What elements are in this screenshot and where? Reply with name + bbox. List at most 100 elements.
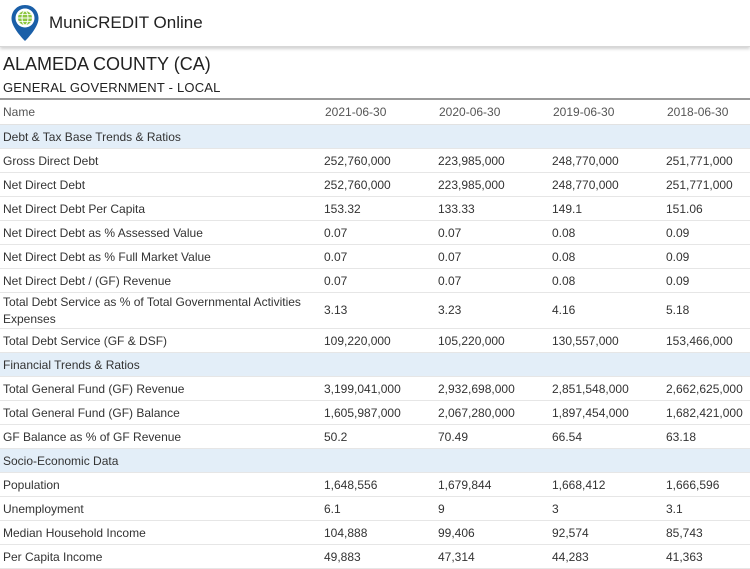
cell-value: 0.08 xyxy=(550,244,664,269)
cell-value: 151.06 xyxy=(664,196,750,221)
cell-value: 248,770,000 xyxy=(550,148,664,173)
header-divider xyxy=(0,98,750,100)
table-row: Total Debt Service as % of Total Governm… xyxy=(0,292,750,329)
cell-value: 2,932,698,000 xyxy=(436,376,550,401)
cell-value: 5.18 xyxy=(664,292,750,329)
section-header-row: Debt & Tax Base Trends & Ratios xyxy=(0,124,750,149)
entity-type: GENERAL GOVERNMENT - LOCAL xyxy=(3,80,221,95)
cell-value: 3.13 xyxy=(322,292,436,329)
cell-value: 0.07 xyxy=(436,244,550,269)
table-row: Population 1,648,556 1,679,844 1,668,412 1,6… xyxy=(0,472,750,497)
table-row: Unemployment 6.1 9 3 3.1 xyxy=(0,496,750,521)
cell-value: 0.07 xyxy=(322,268,436,293)
cell-value: 1,605,987,000 xyxy=(322,400,436,425)
row-label: Population xyxy=(0,472,322,497)
row-label: Gross Direct Debt xyxy=(0,148,322,173)
cell-value: 6.1 xyxy=(322,496,436,521)
cell-value: 223,985,000 xyxy=(436,172,550,197)
cell-value: 104,888 xyxy=(322,520,436,545)
cell-value: 105,220,000 xyxy=(436,328,550,353)
cell-value: 0.08 xyxy=(550,220,664,245)
table-row: Net Direct Debt 252,760,000 223,985,000 248… xyxy=(0,172,750,197)
row-label: Total General Fund (GF) Balance xyxy=(0,400,322,425)
cell-value: 0.07 xyxy=(322,244,436,269)
cell-value: 1,666,596 xyxy=(664,472,750,497)
app-header: MuniCREDIT Online xyxy=(0,0,750,47)
cell-value: 49,883 xyxy=(322,544,436,569)
cell-value: 66.54 xyxy=(550,424,664,449)
cell-value: 44,283 xyxy=(550,544,664,569)
cell-value: 130,557,000 xyxy=(550,328,664,353)
cell-value: 0.07 xyxy=(436,220,550,245)
cell-value: 1,897,454,000 xyxy=(550,400,664,425)
table-row: Net Direct Debt as % Assessed Value 0.07 0… xyxy=(0,220,750,245)
row-label: Total Debt Service as % of Total Governm… xyxy=(0,292,322,329)
cell-value: 149.1 xyxy=(550,196,664,221)
cell-value: 63.18 xyxy=(664,424,750,449)
cell-value: 85,743 xyxy=(664,520,750,545)
cell-value: 223,985,000 xyxy=(436,148,550,173)
cell-value: 0.07 xyxy=(322,220,436,245)
cell-value: 47,314 xyxy=(436,544,550,569)
cell-value: 0.09 xyxy=(664,268,750,293)
row-label: Total General Fund (GF) Revenue xyxy=(0,376,322,401)
row-label: Net Direct Debt as % Full Market Value xyxy=(0,244,322,269)
location-pin-globe-icon[interactable] xyxy=(10,4,40,42)
cell-value: 251,771,000 xyxy=(664,172,750,197)
cell-value: 3.1 xyxy=(664,496,750,521)
table-row: Gross Direct Debt 252,760,000 223,985,000 2… xyxy=(0,148,750,173)
row-label: Net Direct Debt xyxy=(0,172,322,197)
cell-value: 0.08 xyxy=(550,268,664,293)
cell-value: 133.33 xyxy=(436,196,550,221)
column-header-2021[interactable]: 2021-06-30 xyxy=(322,100,436,125)
column-header-name[interactable]: Name xyxy=(0,100,322,125)
cell-value: 70.49 xyxy=(436,424,550,449)
cell-value: 2,067,280,000 xyxy=(436,400,550,425)
cell-value: 153,466,000 xyxy=(664,328,750,353)
row-label: Per Capita Income xyxy=(0,544,322,569)
cell-value: 0.07 xyxy=(436,268,550,293)
cell-value: 1,682,421,000 xyxy=(664,400,750,425)
column-header-2019[interactable]: 2019-06-30 xyxy=(550,100,664,125)
app-title[interactable]: MuniCREDIT Online xyxy=(49,13,203,32)
section-title: Socio-Economic Data xyxy=(0,448,750,473)
row-label: Total Debt Service (GF & DSF) xyxy=(0,328,322,353)
column-header-2020[interactable]: 2020-06-30 xyxy=(436,100,550,125)
table-row: Total General Fund (GF) Balance 1,605,987… xyxy=(0,400,750,425)
cell-value: 1,679,844 xyxy=(436,472,550,497)
cell-value: 1,648,556 xyxy=(322,472,436,497)
cell-value: 50.2 xyxy=(322,424,436,449)
cell-value: 9 xyxy=(436,496,550,521)
cell-value: 2,662,625,000 xyxy=(664,376,750,401)
cell-value: 41,363 xyxy=(664,544,750,569)
column-header-2018[interactable]: 2018-06-30 xyxy=(664,100,750,125)
cell-value: 2,851,548,000 xyxy=(550,376,664,401)
cell-value: 99,406 xyxy=(436,520,550,545)
cell-value: 251,771,000 xyxy=(664,148,750,173)
table-row: Net Direct Debt Per Capita 153.32 133.33 14… xyxy=(0,196,750,221)
cell-value: 3,199,041,000 xyxy=(322,376,436,401)
cell-value: 0.09 xyxy=(664,244,750,269)
table-row: Total Debt Service (GF & DSF) 109,220,000… xyxy=(0,328,750,353)
cell-value: 1,668,412 xyxy=(550,472,664,497)
table-row: GF Balance as % of GF Revenue 50.2 70.49 66… xyxy=(0,424,750,449)
section-title: Debt & Tax Base Trends & Ratios xyxy=(0,124,750,149)
row-label: Unemployment xyxy=(0,496,322,521)
entity-header: ALAMEDA COUNTY (CA) GENERAL GOVERNMENT -… xyxy=(0,47,750,95)
cell-value: 0.09 xyxy=(664,220,750,245)
row-label: Median Household Income xyxy=(0,520,322,545)
cell-value: 4.16 xyxy=(550,292,664,329)
cell-value: 92,574 xyxy=(550,520,664,545)
entity-name: ALAMEDA COUNTY (CA) xyxy=(3,54,211,74)
section-header-row: Financial Trends & Ratios xyxy=(0,352,750,377)
cell-value: 3 xyxy=(550,496,664,521)
row-label: Net Direct Debt Per Capita xyxy=(0,196,322,221)
table-header-row: Name 2021-06-30 2020-06-30 2019-06-30 20… xyxy=(0,100,750,125)
table-row: Net Direct Debt / (GF) Revenue 0.07 0.07 0.… xyxy=(0,268,750,293)
cell-value: 3.23 xyxy=(436,292,550,329)
row-label: GF Balance as % of GF Revenue xyxy=(0,424,322,449)
table-row: Net Direct Debt as % Full Market Value 0.… xyxy=(0,244,750,269)
table-row: Median Household Income 104,888 99,406 92,5… xyxy=(0,520,750,545)
cell-value: 248,770,000 xyxy=(550,172,664,197)
row-label: Net Direct Debt as % Assessed Value xyxy=(0,220,322,245)
